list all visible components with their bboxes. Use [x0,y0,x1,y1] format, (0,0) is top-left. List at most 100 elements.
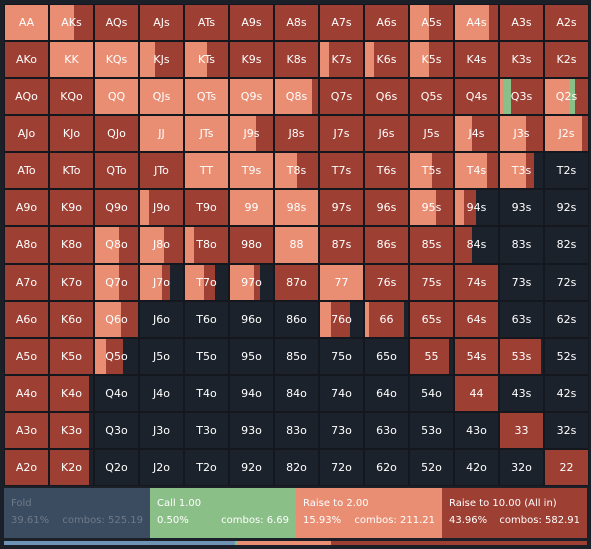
hand-cell[interactable]: 62s [544,300,589,338]
raise-summary[interactable]: Raise to 2.00 15.93% combos: 211.21 [296,488,442,538]
hand-cell[interactable]: 72o [319,448,364,486]
hand-cell[interactable]: J7o [139,263,184,301]
hand-cell[interactable]: J8o [139,226,184,264]
hand-cell[interactable]: A3s [499,4,544,42]
hand-cell[interactable]: 43s [499,374,544,412]
hand-cell[interactable]: 92o [229,448,274,486]
hand-cell[interactable]: QJo [94,115,139,153]
hand-cell[interactable]: QTo [94,152,139,190]
hand-cell[interactable]: 32o [499,448,544,486]
hand-cell[interactable]: 64o [364,374,409,412]
hand-cell[interactable]: J5o [139,337,184,375]
hand-cell[interactable]: 85o [274,337,319,375]
hand-cell[interactable]: A4s [454,4,499,42]
hand-cell[interactable]: Q3o [94,411,139,449]
hand-cell[interactable]: A6s [364,4,409,42]
hand-cell[interactable]: KTs [184,41,229,79]
hand-cell[interactable]: T5s [409,152,454,190]
hand-cell[interactable]: Q3s [499,78,544,116]
hand-cell[interactable]: K6o [49,300,94,338]
hand-cell[interactable]: AJo [4,115,49,153]
hand-cell[interactable]: K9s [229,41,274,79]
hand-cell[interactable]: A6o [4,300,49,338]
hand-cell[interactable]: J6s [364,115,409,153]
hand-cell[interactable]: A7s [319,4,364,42]
hand-cell[interactable]: 52s [544,337,589,375]
hand-cell[interactable]: 65s [409,300,454,338]
hand-cell[interactable]: Q8o [94,226,139,264]
hand-cell[interactable]: 83o [274,411,319,449]
hand-cell[interactable]: A5o [4,337,49,375]
hand-cell[interactable]: ATo [4,152,49,190]
hand-cell[interactable]: KQs [94,41,139,79]
hand-cell[interactable]: J5s [409,115,454,153]
hand-cell[interactable]: T7s [319,152,364,190]
hand-cell[interactable]: 99 [229,189,274,227]
hand-cell[interactable]: 65o [364,337,409,375]
hand-cell[interactable]: 73s [499,263,544,301]
hand-cell[interactable]: 53s [499,337,544,375]
hand-cell[interactable]: T9s [229,152,274,190]
hand-cell[interactable]: AQs [94,4,139,42]
hand-cell[interactable]: K9o [49,189,94,227]
hand-cell[interactable]: 22 [544,448,589,486]
hand-cell[interactable]: 84o [274,374,319,412]
hand-cell[interactable]: 62o [364,448,409,486]
hand-cell[interactable]: 76s [364,263,409,301]
hand-cell[interactable]: A8s [274,4,319,42]
hand-cell[interactable]: A9s [229,4,274,42]
hand-cell[interactable]: 87o [274,263,319,301]
hand-cell[interactable]: 32s [544,411,589,449]
hand-cell[interactable]: AKo [4,41,49,79]
hand-cell[interactable]: T7o [184,263,229,301]
hand-cell[interactable]: A2o [4,448,49,486]
hand-cell[interactable]: Q5s [409,78,454,116]
hand-cell[interactable]: J2s [544,115,589,153]
hand-cell[interactable]: J9s [229,115,274,153]
hand-cell[interactable]: T3o [184,411,229,449]
hand-cell[interactable]: T2s [544,152,589,190]
hand-cell[interactable]: K7o [49,263,94,301]
hand-cell[interactable]: A9o [4,189,49,227]
hand-cell[interactable]: 97o [229,263,274,301]
hand-cell[interactable]: T6o [184,300,229,338]
hand-cell[interactable]: 87s [319,226,364,264]
hand-cell[interactable]: T4s [454,152,499,190]
hand-cell[interactable]: T8s [274,152,319,190]
hand-cell[interactable]: Q9o [94,189,139,227]
hand-cell[interactable]: 98o [229,226,274,264]
hand-cell[interactable]: AKs [49,4,94,42]
hand-cell[interactable]: K3o [49,411,94,449]
hand-cell[interactable]: J9o [139,189,184,227]
hand-cell[interactable]: K5o [49,337,94,375]
hand-cell[interactable]: T4o [184,374,229,412]
hand-cell[interactable]: 88 [274,226,319,264]
hand-cell[interactable]: 86s [364,226,409,264]
hand-cell[interactable]: J3o [139,411,184,449]
hand-cell[interactable]: 94o [229,374,274,412]
hand-cell[interactable]: K6s [364,41,409,79]
hand-cell[interactable]: JTo [139,152,184,190]
hand-cell[interactable]: 85s [409,226,454,264]
hand-cell[interactable]: Q7o [94,263,139,301]
hand-cell[interactable]: JTs [184,115,229,153]
hand-cell[interactable]: 63s [499,300,544,338]
hand-cell[interactable]: KJs [139,41,184,79]
hand-cell[interactable]: 76o [319,300,364,338]
hand-cell[interactable]: 75s [409,263,454,301]
fold-summary[interactable]: Fold 39.61% combos: 525.19 [4,488,150,538]
hand-cell[interactable]: 95o [229,337,274,375]
hand-cell[interactable]: Q4o [94,374,139,412]
hand-cell[interactable]: QTs [184,78,229,116]
hand-cell[interactable]: J6o [139,300,184,338]
hand-cell[interactable]: KJo [49,115,94,153]
hand-cell[interactable]: JJ [139,115,184,153]
hand-cell[interactable]: QQ [94,78,139,116]
allin-summary[interactable]: Raise to 10.00 (All in) 43.96% combos: 5… [442,488,587,538]
hand-cell[interactable]: Q4s [454,78,499,116]
hand-cell[interactable]: K8s [274,41,319,79]
hand-cell[interactable]: 73o [319,411,364,449]
hand-cell[interactable]: 77 [319,263,364,301]
hand-cell[interactable]: Q8s [274,78,319,116]
hand-cell[interactable]: 74s [454,263,499,301]
